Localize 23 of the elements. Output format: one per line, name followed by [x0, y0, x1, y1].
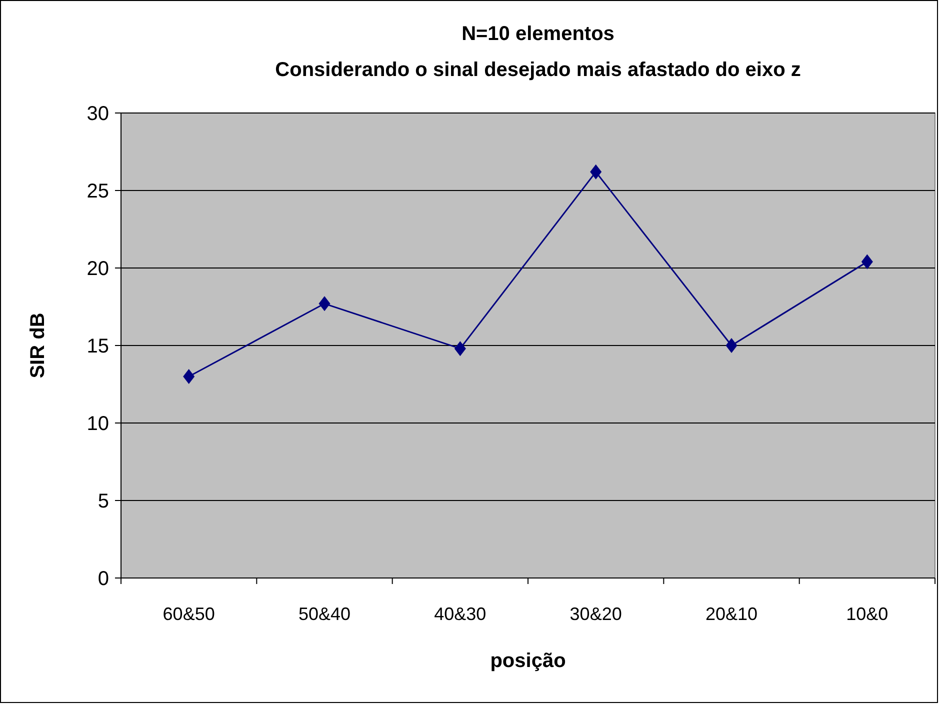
point — [454, 341, 466, 356]
y-tick-label: 5 — [98, 490, 109, 512]
y-tick-label: 10 — [86, 413, 109, 435]
x-tick-label: 40&30 — [434, 604, 486, 624]
x-tick-label: 60&50 — [162, 604, 215, 624]
chart-title: N=10 elementos — [462, 23, 614, 45]
x-axis-title: posição — [490, 650, 566, 672]
x-tick-label: 10&0 — [846, 604, 888, 624]
y-tick-label: 15 — [86, 336, 109, 358]
point — [590, 164, 602, 180]
point — [726, 338, 738, 353]
x-tick-label: 50&40 — [298, 604, 351, 624]
point — [318, 296, 330, 312]
x-tick-label: 30&20 — [570, 604, 622, 624]
y-axis-title: SIR dB — [27, 312, 49, 378]
y-tick-label: 0 — [98, 568, 109, 590]
y-tick-label: 30 — [86, 103, 109, 125]
point — [861, 254, 873, 270]
point — [183, 369, 195, 384]
x-tick-label: 20&10 — [705, 604, 758, 624]
y-tick-label: 25 — [86, 180, 109, 202]
chart-subtitle: Considerando o sinal desejado mais afastado do eixo z — [275, 59, 801, 81]
y-tick-label: 20 — [86, 258, 109, 280]
